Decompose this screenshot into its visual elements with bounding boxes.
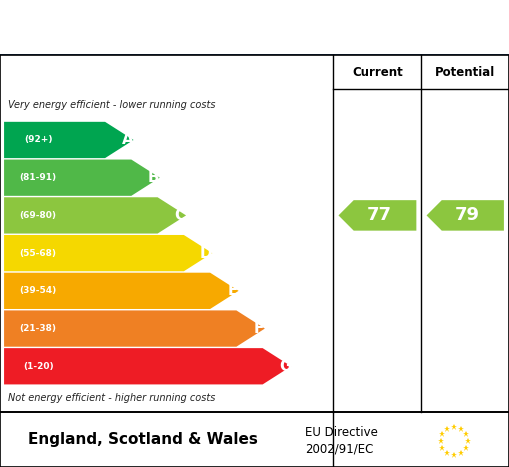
Polygon shape: [4, 311, 265, 347]
Text: (1-20): (1-20): [23, 362, 53, 371]
Text: F: F: [253, 321, 264, 336]
Polygon shape: [427, 200, 504, 231]
Text: EU Directive: EU Directive: [305, 426, 378, 439]
Text: G: G: [279, 359, 291, 374]
Polygon shape: [4, 235, 212, 271]
Text: A: A: [122, 133, 133, 148]
Text: B: B: [148, 170, 159, 185]
Text: Potential: Potential: [435, 65, 495, 78]
Text: 79: 79: [455, 206, 480, 225]
Text: Energy Efficiency Rating: Energy Efficiency Rating: [15, 18, 322, 37]
Polygon shape: [338, 200, 416, 231]
Polygon shape: [4, 197, 186, 234]
Text: (39-54): (39-54): [19, 286, 57, 295]
Text: 2002/91/EC: 2002/91/EC: [305, 443, 374, 456]
Text: E: E: [228, 283, 238, 298]
Text: Not energy efficient - higher running costs: Not energy efficient - higher running co…: [8, 393, 215, 403]
Polygon shape: [4, 273, 239, 309]
Polygon shape: [4, 348, 291, 384]
Text: England, Scotland & Wales: England, Scotland & Wales: [27, 432, 258, 447]
Text: (21-38): (21-38): [20, 324, 56, 333]
Text: Very energy efficient - lower running costs: Very energy efficient - lower running co…: [8, 100, 215, 110]
Text: (81-91): (81-91): [20, 173, 56, 182]
Text: C: C: [175, 208, 185, 223]
Text: D: D: [200, 246, 213, 261]
Polygon shape: [4, 160, 160, 196]
Text: (69-80): (69-80): [20, 211, 56, 220]
Text: (55-68): (55-68): [20, 248, 56, 258]
Text: 77: 77: [367, 206, 392, 225]
Text: (92+): (92+): [24, 135, 52, 144]
Polygon shape: [4, 122, 133, 158]
Text: Current: Current: [352, 65, 403, 78]
